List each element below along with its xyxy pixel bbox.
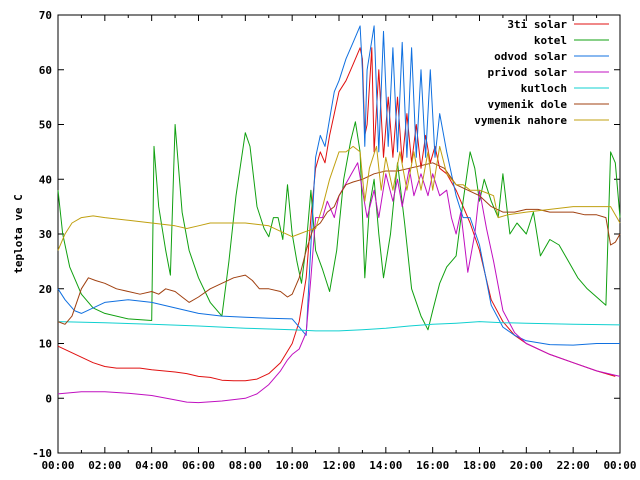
x-tick-label: 00:00 xyxy=(603,459,636,472)
series-line-privod-solar xyxy=(57,162,621,404)
series-line-kotel xyxy=(57,121,621,331)
y-axis-title: teplota ve C xyxy=(12,194,25,273)
y-tick-label: 30 xyxy=(39,228,52,241)
y-tick-label: 10 xyxy=(39,338,52,351)
x-tick-label: 14:00 xyxy=(369,459,402,472)
series-line-vymenik-nahore xyxy=(57,145,621,251)
legend-label: vymenik nahore xyxy=(474,114,567,127)
axis-ticks: -10 0 10 20 30 40 50 60 70 00:00 02:00 04:00 06:00 08… xyxy=(32,9,636,472)
x-tick-label: 20:00 xyxy=(510,459,543,472)
x-tick-label: 08:00 xyxy=(229,459,262,472)
x-tick-label: 18:00 xyxy=(463,459,496,472)
legend-label: kutloch xyxy=(521,82,567,95)
x-tick-label: 10:00 xyxy=(276,459,309,472)
x-tick-label: 12:00 xyxy=(322,459,355,472)
x-tick-label: 16:00 xyxy=(416,459,449,472)
series-lines xyxy=(57,25,621,404)
y-tick-label: 20 xyxy=(39,283,52,296)
y-tick-label: 40 xyxy=(39,173,52,186)
y-tick-label: 60 xyxy=(39,64,52,77)
legend-label: vymenik dole xyxy=(488,98,568,111)
legend-label: odvod solar xyxy=(494,50,567,63)
series-line-odvod-solar xyxy=(57,25,620,346)
series-line-3ti-solar xyxy=(57,47,616,382)
y-tick-label: 0 xyxy=(45,392,52,405)
legend-label: 3ti solar xyxy=(507,18,567,31)
x-tick-label: 22:00 xyxy=(557,459,590,472)
y-tick-label: 50 xyxy=(39,119,52,132)
legend: 3ti solar kotel odvod solar privod solar kut… xyxy=(474,18,609,127)
y-tick-label: 70 xyxy=(39,9,52,22)
x-tick-label: 04:00 xyxy=(135,459,168,472)
y-tick-label: -10 xyxy=(32,447,52,460)
x-tick-label: 00:00 xyxy=(41,459,74,472)
series-line-kutloch xyxy=(57,321,621,332)
x-tick-label: 06:00 xyxy=(182,459,215,472)
legend-label: kotel xyxy=(534,34,567,47)
x-tick-label: 02:00 xyxy=(88,459,121,472)
series-line-vymenik-dole xyxy=(57,162,621,325)
legend-label: privod solar xyxy=(488,66,568,79)
